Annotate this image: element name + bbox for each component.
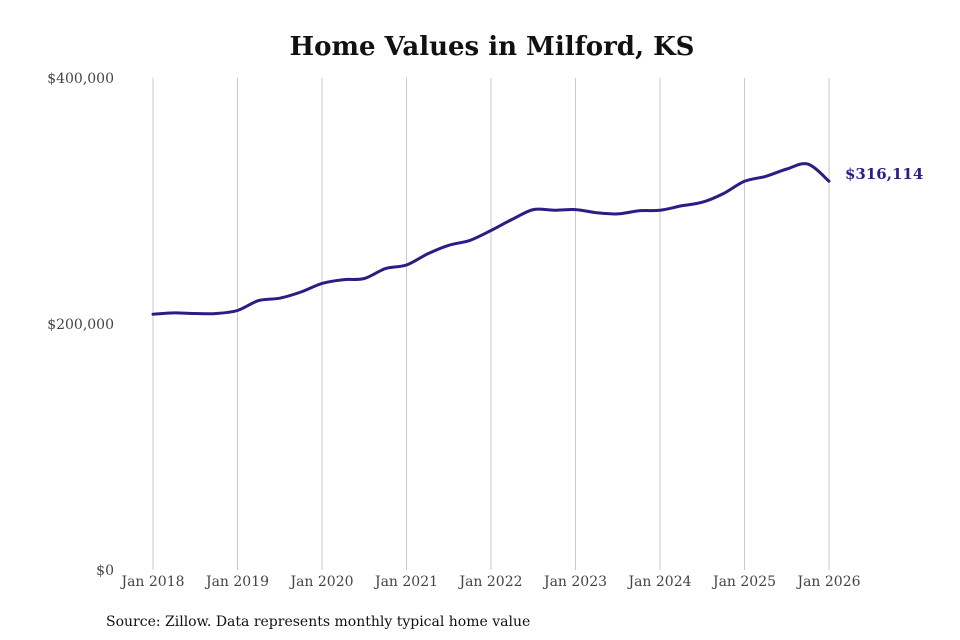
y-tick-label: $400,000 — [47, 71, 114, 87]
x-tick-label: Jan 2021 — [373, 574, 438, 590]
x-tick-label: Jan 2023 — [542, 574, 607, 590]
chart-title: Home Values in Milford, KS — [290, 32, 695, 62]
x-tick-label: Jan 2018 — [119, 574, 184, 590]
source-note: Source: Zillow. Data represents monthly … — [106, 614, 530, 630]
y-tick-label: $200,000 — [47, 317, 114, 333]
x-tick-label: Jan 2026 — [795, 574, 860, 590]
x-tick-label: Jan 2020 — [288, 574, 353, 590]
x-axis: Jan 2018 Jan 2019 Jan 2020 Jan 2021 Jan 2022… — [119, 574, 860, 590]
y-axis: $0 $200,000 $400,000 — [47, 71, 114, 579]
x-tick-label: Jan 2025 — [711, 574, 776, 590]
x-tick-label: Jan 2022 — [457, 574, 522, 590]
end-value-label: $316,114 — [845, 165, 923, 183]
series-line — [151, 162, 831, 316]
x-tick-label: Jan 2019 — [204, 574, 269, 590]
grid — [152, 78, 830, 570]
y-tick-label: $0 — [96, 563, 114, 579]
x-tick-label: Jan 2024 — [626, 574, 691, 590]
